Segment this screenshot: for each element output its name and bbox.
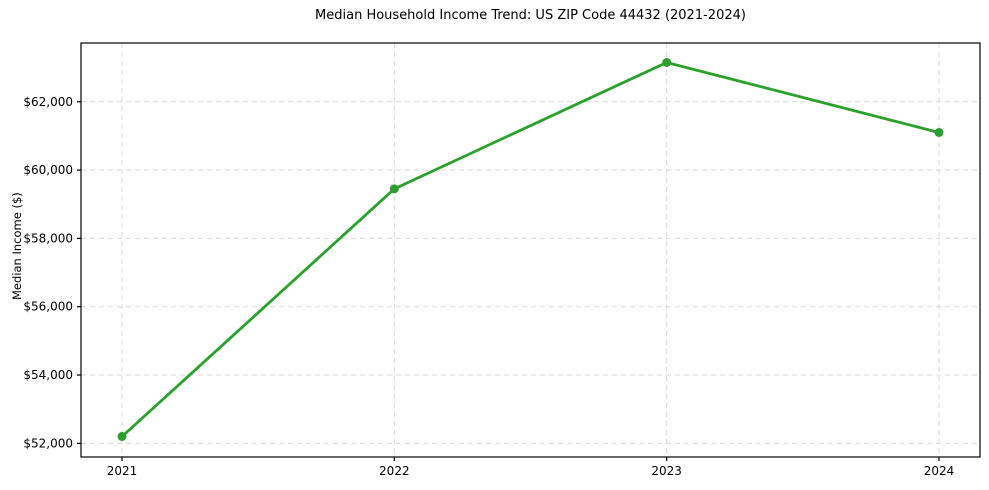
y-tick-label: $52,000: [23, 436, 73, 450]
x-tick-label: 2021: [107, 464, 138, 478]
data-point-2023: [662, 57, 672, 67]
y-tick-label: $54,000: [23, 368, 73, 382]
chart-title: Median Household Income Trend: US ZIP Co…: [315, 8, 746, 23]
y-tick-label: $56,000: [23, 300, 73, 314]
x-tick-label: 2024: [924, 464, 955, 478]
y-tick-label: $62,000: [23, 95, 73, 109]
trend-line: [120, 61, 941, 438]
data-point-2021: [117, 432, 127, 442]
data-point-2022: [389, 184, 399, 194]
plot-border: [80, 42, 981, 458]
y-tick-label: $60,000: [23, 163, 73, 177]
x-tick-label: 2022: [379, 464, 410, 478]
y-axis-label: Median Income ($): [10, 192, 24, 300]
y-tick-label: $58,000: [23, 231, 73, 245]
data-point-2024: [934, 127, 944, 137]
x-tick-label: 2023: [651, 464, 682, 478]
